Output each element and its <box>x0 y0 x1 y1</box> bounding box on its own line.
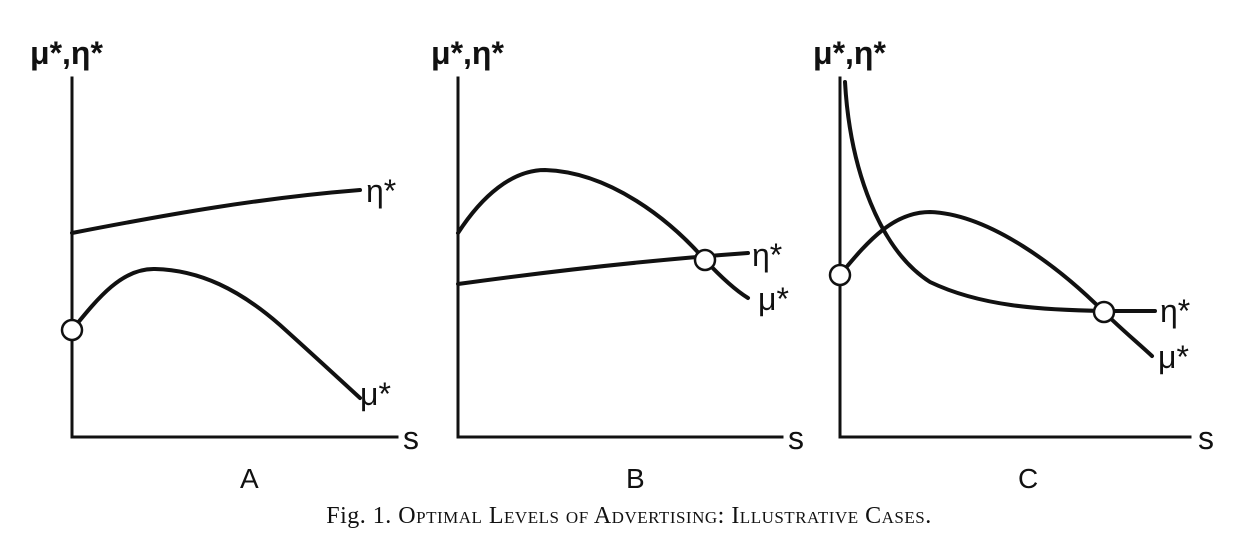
panel-c-mu-label: μ* <box>1158 339 1189 375</box>
panel-b-x-axis-label: s <box>788 420 804 456</box>
panel-a: μ*,η* s η* μ* A <box>30 35 419 494</box>
panel-a-y-axis-label: μ*,η* <box>30 35 103 71</box>
panel-b-mu-label: μ* <box>758 281 789 317</box>
panel-a-letter: A <box>240 463 259 494</box>
panel-a-eta-label: η* <box>366 173 396 209</box>
panel-b-y-axis-label: μ*,η* <box>431 35 504 71</box>
panel-c-start-marker <box>828 263 852 287</box>
caption-prefix: Fig. 1. <box>326 503 392 529</box>
panel-b: μ*,η* s η* μ* B <box>431 35 804 494</box>
panel-b-eta-label: η* <box>752 237 782 273</box>
panel-c-y-axis-label: μ*,η* <box>813 35 886 71</box>
panel-b-intersection-marker <box>693 248 717 272</box>
panel-a-x-axis-label: s <box>403 420 419 456</box>
panel-a-eta-curve <box>70 188 362 235</box>
panel-c-intersection-marker <box>1092 300 1116 324</box>
figure-caption: Fig. 1. Optimal Levels of Advertising: I… <box>0 503 1258 530</box>
figure-canvas: μ*,η* s η* μ* A μ*,η* s η* μ* B μ*,η* s … <box>30 35 1214 494</box>
panel-c-eta-curve <box>843 80 1157 313</box>
caption-text: Optimal Levels of Advertising: Illustrat… <box>398 503 932 529</box>
panel-c-mu-curve <box>838 210 1154 358</box>
panel-c-letter: C <box>1018 463 1038 494</box>
panel-c-eta-label: η* <box>1160 293 1190 329</box>
panel-a-mu-label: μ* <box>360 376 391 412</box>
panel-a-intersection-marker <box>60 318 84 342</box>
panel-a-mu-curve <box>70 266 362 400</box>
panel-c-x-axis-label: s <box>1198 420 1214 456</box>
panel-b-letter: B <box>626 463 645 494</box>
panel-c: μ*,η* s η* μ* C <box>813 35 1214 494</box>
panel-b-mu-curve <box>456 168 750 300</box>
